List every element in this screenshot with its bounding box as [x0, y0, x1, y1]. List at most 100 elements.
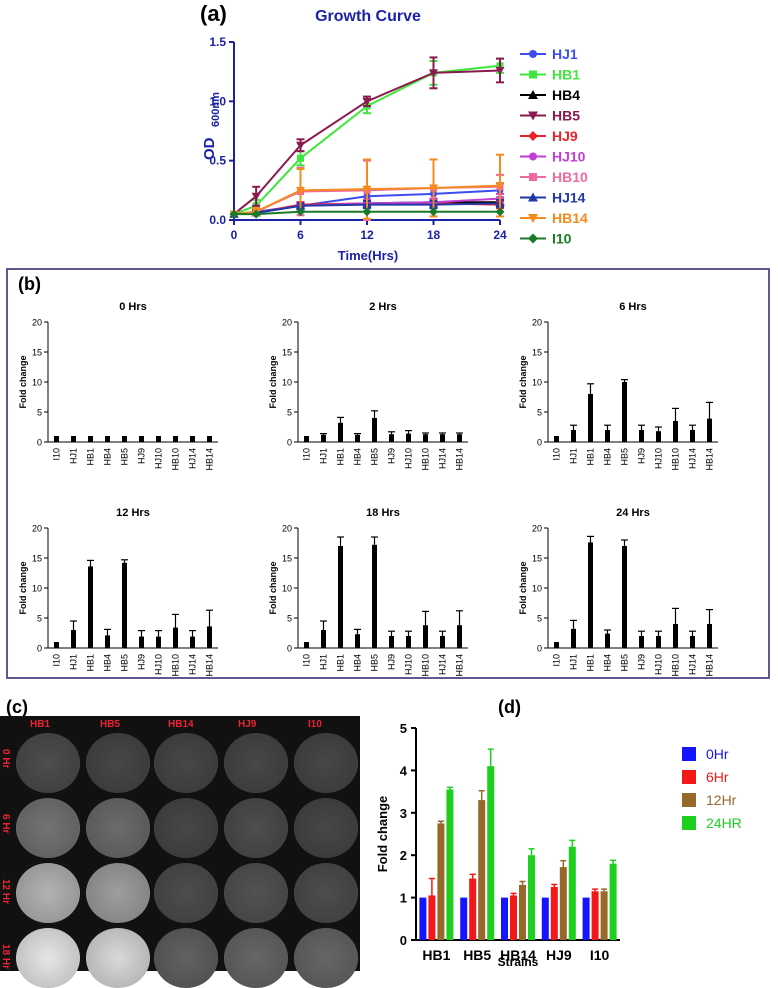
- data-point: [296, 186, 305, 195]
- bar: [554, 436, 559, 442]
- bar-24hr: [609, 863, 617, 940]
- bar-0hr: [460, 897, 468, 940]
- bar: [423, 625, 428, 648]
- growth-curve-panel: (a) Growth Curve 0.0 0.5 1.0 1.5 0 6 12 18 24 Time…: [0, 0, 778, 268]
- x-tick-label: HJ1: [69, 448, 79, 464]
- x-tick-label: HB1: [86, 654, 96, 672]
- bar: [156, 636, 161, 648]
- petri-dish-hj9-6hr: [224, 798, 288, 858]
- x-tick-label: HB4: [603, 448, 613, 466]
- bar: [673, 624, 678, 648]
- data-point: [429, 207, 438, 217]
- chart-title: Growth Curve: [315, 8, 421, 25]
- bar: [355, 634, 360, 648]
- x-tick-label: HB14: [205, 448, 215, 471]
- legend-marker: [528, 111, 538, 121]
- subplot-6-hrs: 6 Hrs 0 5 10 15 20 Fold change I10 HJ1 HB1 HB4 HB5 H…: [518, 301, 718, 471]
- y-tick-label: 15: [532, 348, 542, 358]
- y-tick-label: 5: [37, 614, 42, 624]
- bar-0hr: [501, 897, 508, 940]
- x-tick-label: HJ10: [654, 654, 664, 675]
- bar: [571, 430, 576, 442]
- x-tick-label: HJ14: [688, 448, 698, 469]
- x-tick-label: HJ14: [438, 448, 448, 469]
- bar: [639, 430, 644, 442]
- legend-swatch: [682, 747, 696, 761]
- x-tick-label: HJ1: [319, 448, 329, 464]
- y-axis-label: Fold change: [18, 355, 28, 408]
- y-tick-label: 15: [532, 554, 542, 564]
- legend-label: HJ9: [552, 128, 578, 144]
- data-point: [296, 141, 305, 150]
- data-point: [495, 207, 505, 217]
- y-tick-label: 3: [400, 806, 407, 821]
- bar: [139, 636, 144, 648]
- x-tick-label: HJ9: [637, 448, 647, 464]
- legend-label: 6Hr: [706, 769, 729, 785]
- x-tick-label: HJ9: [546, 947, 572, 963]
- bar: [389, 434, 394, 442]
- panel-label-b: (b): [18, 274, 41, 294]
- x-tick-label: HB10: [671, 448, 681, 471]
- legend-label: HJ14: [552, 190, 586, 206]
- y-tick-label: 15: [32, 348, 42, 358]
- y-tick-label: 0: [37, 438, 42, 448]
- plate-column-label: HB5: [100, 719, 121, 730]
- bar: [71, 436, 76, 442]
- x-tick-label: HB4: [603, 654, 613, 672]
- x-tick-label: HJ9: [137, 448, 147, 464]
- y-tick-label: 10: [282, 378, 292, 388]
- legend-marker: [529, 70, 537, 79]
- bar-24hr: [487, 766, 495, 940]
- subplot-12-hrs: 12 Hrs 0 5 10 15 20 Fold change I10 HJ1 HB1 HB4 HB5…: [18, 507, 218, 677]
- x-axis-label: Time(Hrs): [338, 248, 398, 263]
- subplot-title: 0 Hrs: [119, 301, 147, 313]
- petri-dish-hb1-18hr: [16, 928, 80, 988]
- x-tick-label: HB14: [500, 947, 536, 963]
- x-tick-label: HJ9: [387, 448, 397, 464]
- subplot-title: 12 Hrs: [116, 507, 150, 519]
- bar: [321, 434, 326, 442]
- y-tick-label: 10: [32, 378, 42, 388]
- x-tick-label: HB1: [586, 654, 596, 672]
- x-tick-label: 18: [427, 228, 441, 242]
- x-tick-label: HB1: [422, 947, 450, 963]
- y-tick-label: 10: [532, 378, 542, 388]
- y-axis-label: Fold change: [518, 561, 528, 614]
- bar-6hr: [510, 895, 517, 940]
- x-tick-label: HJ9: [637, 654, 647, 670]
- bar: [707, 624, 712, 648]
- bar-12hr: [519, 884, 526, 940]
- petri-dish-hb14-6hr: [154, 798, 218, 858]
- bar: [457, 434, 462, 442]
- bar-0hr: [541, 897, 549, 940]
- x-tick-label: HB1: [336, 654, 346, 672]
- x-tick-label: HB14: [705, 448, 715, 471]
- legend-marker: [528, 192, 538, 202]
- y-tick-label: 5: [400, 721, 407, 736]
- x-tick-label: HB5: [370, 654, 380, 672]
- strain-fold-change-chart: 0 1 2 3 4 5 Fold change Strains HB1 HB5 HB14 HJ9 I10…: [375, 721, 742, 969]
- x-tick-label: I10: [590, 947, 610, 963]
- bar: [304, 642, 309, 648]
- y-axis-label-subscript: 600nm: [210, 92, 222, 127]
- x-tick-label: HB5: [120, 654, 130, 672]
- x-tick-label: I10: [52, 448, 62, 461]
- bar: [440, 636, 445, 648]
- bar: [122, 436, 127, 442]
- y-tick-label: 15: [282, 554, 292, 564]
- data-point: [297, 154, 304, 162]
- bar: [605, 633, 610, 648]
- bar-12hr: [600, 891, 608, 940]
- y-tick-label: 1: [400, 891, 407, 906]
- data-point: [429, 69, 438, 78]
- series-hb5: [229, 56, 505, 219]
- x-tick-label: I10: [302, 448, 312, 461]
- petri-dish-hb1-12hr: [16, 863, 80, 923]
- bar-6hr: [469, 878, 477, 940]
- bar: [406, 636, 411, 648]
- subplot-0-hrs: 0 Hrs 0 5 10 15 20 Fold change I10 HJ1 HB1 HB4 HB5 H…: [18, 301, 218, 471]
- panel-label-d: (d): [498, 697, 521, 717]
- legend-marker: [528, 90, 538, 99]
- plate-column-label: I10: [308, 719, 322, 730]
